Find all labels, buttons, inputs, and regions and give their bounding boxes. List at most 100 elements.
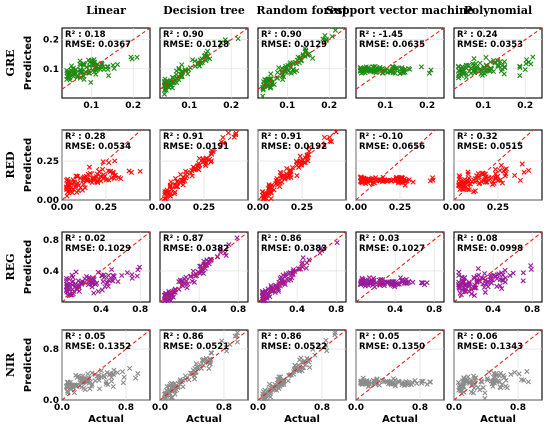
data-point (120, 380, 126, 386)
data-point (500, 277, 507, 284)
data-point (419, 378, 425, 384)
data-point (129, 272, 135, 278)
data-point (465, 169, 471, 175)
data-point (172, 175, 179, 182)
r2-label: R² : 0.32 (457, 132, 498, 142)
data-point (296, 164, 302, 170)
data-point (494, 283, 500, 289)
data-point (74, 173, 81, 180)
data-point (504, 385, 510, 391)
data-point (86, 164, 93, 170)
data-point (461, 67, 467, 73)
data-point (388, 178, 394, 184)
data-point (192, 63, 198, 69)
data-point (70, 66, 76, 72)
one-to-one-line (61, 27, 151, 90)
y-tick-label: 0.8 (43, 345, 59, 355)
x-axis-label: Actual (382, 414, 418, 425)
data-point (222, 37, 228, 43)
data-point (75, 188, 81, 194)
one-to-one-line (159, 27, 249, 90)
data-point (94, 179, 100, 185)
data-point (475, 265, 481, 272)
data-point (110, 383, 116, 390)
data-point (456, 269, 462, 275)
data-point (184, 285, 190, 291)
data-point (224, 348, 230, 354)
data-point (69, 282, 76, 288)
data-point (172, 289, 178, 296)
x-tick-label: 0.4 (93, 305, 109, 315)
data-point (498, 385, 504, 391)
data-point (80, 373, 86, 379)
data-point (260, 86, 266, 92)
x-axis-label: Actual (480, 414, 516, 425)
data-point (285, 378, 291, 384)
data-point (503, 377, 509, 383)
data-point (523, 61, 529, 67)
data-point (106, 160, 112, 166)
data-point (488, 378, 494, 384)
data-point (502, 65, 508, 71)
data-point (203, 162, 209, 169)
data-point (82, 387, 88, 393)
data-point (499, 180, 506, 186)
data-point (483, 54, 489, 60)
r2-label: R² : 0.90 (163, 30, 204, 40)
data-point (477, 387, 483, 393)
data-point (456, 180, 462, 186)
data-point (397, 275, 404, 281)
data-point (100, 159, 106, 165)
data-point (95, 288, 101, 294)
one-to-one-line (257, 129, 338, 201)
x-tick-label: 0.8 (118, 403, 134, 413)
data-point (462, 176, 468, 183)
data-point (420, 378, 426, 384)
data-point (115, 369, 121, 376)
data-point (275, 286, 282, 293)
data-point (488, 272, 494, 278)
data-point (274, 69, 281, 76)
data-point (128, 169, 135, 175)
data-point (121, 374, 127, 380)
data-point (187, 274, 194, 280)
x-axis-label: Actual (186, 414, 222, 425)
data-point (74, 287, 80, 293)
data-point (208, 159, 214, 165)
data-point (426, 70, 433, 76)
data-point (512, 369, 518, 375)
one-to-one-line (355, 329, 445, 401)
data-point (497, 379, 503, 385)
data-point (292, 366, 298, 372)
data-point (266, 381, 273, 387)
data-point (262, 287, 268, 294)
data-point (94, 280, 100, 286)
data-point (380, 178, 387, 184)
x-tick-label: 0.00 (149, 203, 171, 213)
data-point (177, 377, 183, 383)
r2-label: R² : 0.06 (457, 332, 498, 342)
x-tick-label: 0.0 (54, 403, 70, 413)
x-tick-label: 0.1 (475, 101, 491, 111)
data-point (129, 56, 135, 62)
one-to-one-line (453, 329, 543, 401)
data-point (358, 175, 364, 181)
data-point (175, 380, 182, 386)
data-point (465, 374, 471, 380)
data-point (97, 66, 103, 72)
data-point (80, 73, 87, 79)
data-point (303, 47, 309, 53)
data-point (105, 73, 112, 79)
x-tick-label: 0.1 (83, 101, 99, 111)
data-point (368, 178, 374, 184)
r2-label: R² : 0.91 (163, 132, 204, 142)
data-point (165, 389, 171, 395)
x-tick-label: 0.4 (289, 305, 305, 315)
y-tick-label: 0.00 (37, 196, 59, 206)
data-point (193, 360, 199, 367)
data-point (469, 380, 475, 386)
rmse-label: RMSE: 0.0635 (359, 40, 425, 50)
